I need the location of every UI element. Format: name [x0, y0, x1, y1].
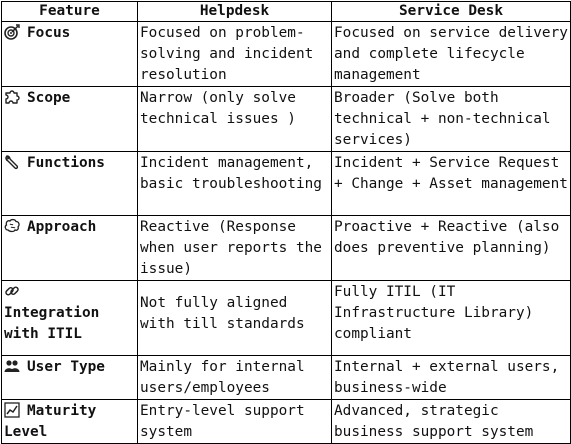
table-row: Functions Incident management, basic tro… — [1, 151, 571, 216]
table-row: User Type Mainly for internal users/empl… — [1, 355, 571, 400]
puzzle-icon — [4, 89, 20, 105]
feature-cell: Maturity Level — [1, 399, 138, 444]
service-desk-cell: Fully ITIL (IT Infrastructure Library) c… — [331, 280, 571, 356]
feature-label: Focus — [27, 25, 71, 41]
feature-cell: Focus — [1, 21, 138, 87]
header-helpdesk: Helpdesk — [137, 1, 332, 22]
table-row: Maturity Level Entry-level support syste… — [1, 399, 571, 444]
feature-label: Integration with ITIL — [4, 305, 100, 342]
wrench-icon — [4, 154, 20, 170]
header-feature: Feature — [1, 1, 138, 22]
table-row: Integration with ITIL Not fully aligned … — [1, 280, 571, 356]
feature-cell: User Type — [1, 355, 138, 400]
service-desk-cell: Internal + external users, business-wide — [331, 355, 571, 400]
brain-icon — [4, 218, 20, 234]
helpdesk-cell: Narrow (only solve technical issues ) — [137, 86, 332, 152]
users-icon — [4, 358, 20, 374]
link-icon — [4, 283, 20, 299]
helpdesk-cell: Reactive (Response when user reports the… — [137, 215, 332, 281]
feature-label: Approach — [27, 219, 97, 235]
target-icon — [4, 24, 20, 40]
table-row: Focus Focused on problem-solving and inc… — [1, 21, 571, 87]
helpdesk-cell: Incident management, basic troubleshooti… — [137, 151, 332, 216]
helpdesk-cell: Focused on problem-solving and incident … — [137, 21, 332, 87]
feature-cell: Integration with ITIL — [1, 280, 138, 356]
feature-label: Scope — [27, 90, 71, 106]
table-row: Approach Reactive (Response when user re… — [1, 215, 571, 281]
service-desk-cell: Proactive + Reactive (also does preventi… — [331, 215, 571, 281]
feature-cell: Functions — [1, 151, 138, 216]
service-desk-cell: Broader (Solve both technical + non-tech… — [331, 86, 571, 152]
service-desk-cell: Focused on service delivery and complete… — [331, 21, 571, 87]
feature-cell: Scope — [1, 86, 138, 152]
helpdesk-cell: Mainly for internal users/employees — [137, 355, 332, 400]
feature-label: Functions — [27, 155, 105, 171]
feature-label: User Type — [27, 359, 105, 375]
chart-icon — [4, 402, 20, 418]
table-row: Scope Narrow (only solve technical issue… — [1, 86, 571, 152]
service-desk-cell: Incident + Service Request + Change + As… — [331, 151, 571, 216]
helpdesk-cell: Entry-level support system — [137, 399, 332, 444]
header-service-desk: Service Desk — [331, 1, 571, 22]
helpdesk-cell: Not fully aligned with till standards — [137, 280, 332, 356]
service-desk-cell: Advanced, strategic business support sys… — [331, 399, 571, 444]
feature-cell: Approach — [1, 215, 138, 281]
helpdesk-text: Not fully aligned with till standards — [140, 295, 305, 332]
header-row: Feature Helpdesk Service Desk — [1, 1, 571, 22]
